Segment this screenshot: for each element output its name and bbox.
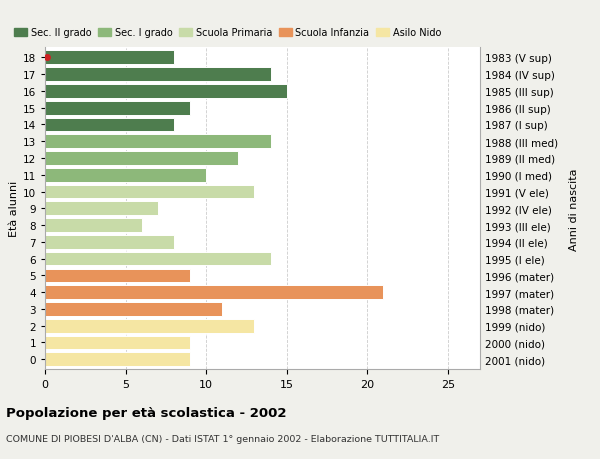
Bar bbox=[45, 85, 287, 99]
Bar bbox=[45, 202, 158, 216]
Bar bbox=[45, 285, 383, 299]
Y-axis label: Età alunni: Età alunni bbox=[8, 181, 19, 237]
Y-axis label: Anni di nascita: Anni di nascita bbox=[569, 168, 579, 250]
Text: COMUNE DI PIOBESI D'ALBA (CN) - Dati ISTAT 1° gennaio 2002 - Elaborazione TUTTIT: COMUNE DI PIOBESI D'ALBA (CN) - Dati IST… bbox=[6, 434, 439, 443]
Bar bbox=[45, 185, 254, 199]
Bar bbox=[45, 235, 174, 249]
Bar bbox=[45, 336, 190, 350]
Bar bbox=[45, 68, 271, 82]
Bar bbox=[45, 101, 190, 115]
Bar bbox=[45, 118, 174, 132]
Bar bbox=[45, 51, 174, 65]
Bar bbox=[45, 135, 271, 149]
Text: Popolazione per età scolastica - 2002: Popolazione per età scolastica - 2002 bbox=[6, 406, 287, 419]
Bar bbox=[45, 152, 238, 166]
Bar bbox=[45, 168, 206, 182]
Bar bbox=[45, 353, 190, 366]
Bar bbox=[45, 269, 190, 283]
Bar bbox=[45, 252, 271, 266]
Legend: Sec. II grado, Sec. I grado, Scuola Primaria, Scuola Infanzia, Asilo Nido: Sec. II grado, Sec. I grado, Scuola Prim… bbox=[12, 26, 443, 40]
Bar bbox=[45, 219, 142, 232]
Bar bbox=[45, 319, 254, 333]
Bar bbox=[45, 302, 222, 316]
